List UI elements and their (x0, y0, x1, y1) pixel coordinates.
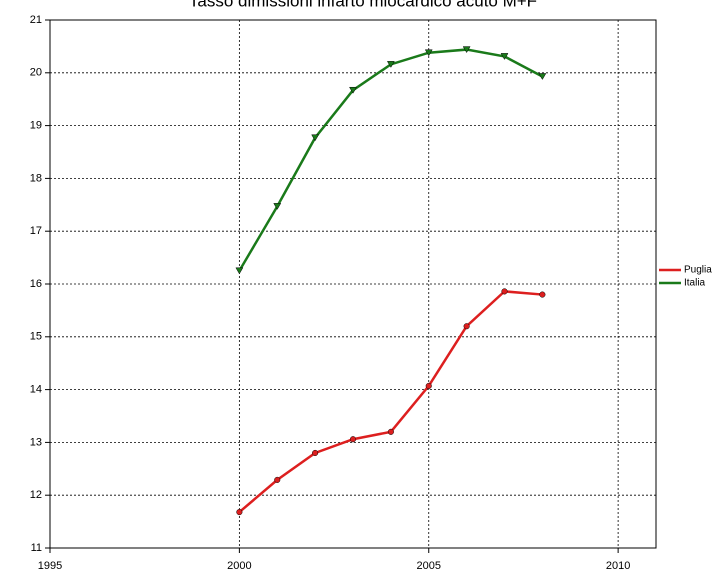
legend-label: Italia (684, 278, 706, 289)
y-tick-label: 21 (30, 14, 42, 26)
chart-title: Tasso dimissioni infarto miocardico acut… (189, 0, 537, 10)
point (387, 428, 394, 435)
y-tick-label: 13 (30, 436, 42, 448)
point (538, 73, 547, 80)
y-tick-label: 18 (30, 172, 42, 184)
point (501, 288, 508, 295)
x-tick-label: 1995 (38, 560, 62, 572)
point (235, 267, 244, 275)
point (274, 476, 281, 483)
x-tick-label: 2000 (227, 560, 251, 572)
point (463, 323, 470, 330)
point (539, 291, 546, 298)
y-tick-label: 11 (31, 542, 42, 554)
point (386, 61, 395, 68)
point (500, 53, 509, 60)
point (425, 382, 432, 389)
series-line (238, 290, 543, 514)
point (273, 203, 282, 210)
series-line (238, 48, 543, 272)
point (236, 509, 243, 516)
y-tick-label: 14 (30, 384, 42, 396)
point (424, 49, 433, 57)
x-tick-label: 2010 (606, 560, 630, 572)
y-tick-label: 19 (30, 120, 42, 132)
plot-frame (49, 19, 657, 549)
point (312, 449, 319, 457)
legend-label: Puglia (684, 265, 712, 276)
point (311, 134, 320, 142)
y-tick-label: 16 (30, 278, 42, 290)
point (349, 436, 357, 443)
legend: Puglia Italia (659, 265, 712, 289)
y-tick-label: 12 (30, 489, 42, 501)
point (462, 46, 471, 54)
y-tick-label: 17 (30, 225, 42, 237)
y-tick-label: 20 (30, 67, 42, 79)
x-tick-label: 2005 (417, 560, 441, 572)
point (349, 86, 357, 94)
y-tick-label: 15 (30, 331, 42, 343)
